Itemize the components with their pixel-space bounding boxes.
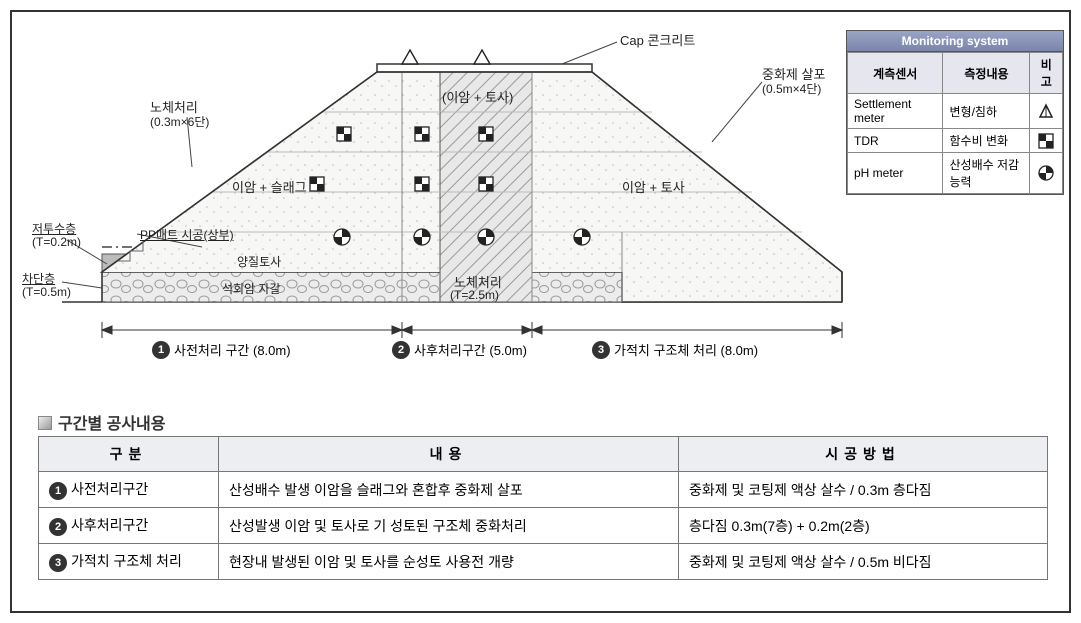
mon-row: TDR 함수비 변화 bbox=[848, 129, 1063, 153]
storage-sub: (T=0.2m) bbox=[32, 235, 81, 249]
sec-method: 중화제 및 코팅제 액상 살수 / 0.5m 비다짐 bbox=[679, 544, 1048, 580]
monitoring-grid: 계측센서 측정내용 비 고 Settlement meter 변형/침하 TDR… bbox=[847, 52, 1063, 194]
zone2-mid-sub: (T=2.5m) bbox=[450, 288, 499, 302]
mon-sym bbox=[1030, 129, 1063, 153]
sec-content: 산성발생 이암 및 토사로 기 성토된 구조체 중화처리 bbox=[219, 508, 679, 544]
dim-seg2-text: 사후처리구간 (5.0m) bbox=[414, 340, 527, 359]
sec-cat-text: 가적치 구조체 처리 bbox=[71, 553, 182, 569]
dim-seg3: 3 가적치 구조체 처리 (8.0m) bbox=[592, 340, 758, 359]
sec-cat-text: 사전처리구간 bbox=[71, 481, 148, 497]
dim-seg3-text: 가적치 구조체 처리 (8.0m) bbox=[614, 340, 758, 359]
circled-3-icon: 3 bbox=[49, 554, 67, 572]
sec-col-method: 시공방법 bbox=[679, 437, 1048, 472]
sec-col-cat: 구분 bbox=[39, 437, 219, 472]
table-row: 1사전처리구간 산성배수 발생 이암을 슬래그와 혼합후 중화제 살포 중화제 … bbox=[39, 472, 1048, 508]
zone1-fill: 이암 + 슬래그 bbox=[232, 177, 307, 196]
dim-seg1: 1 사전처리 구간 (8.0m) bbox=[152, 340, 291, 359]
sec-method: 중화제 및 코팅제 액상 살수 / 0.3m 층다짐 bbox=[679, 472, 1048, 508]
mon-col-sensor: 계측센서 bbox=[848, 53, 943, 94]
square-bullet-icon bbox=[38, 416, 52, 430]
settlement-marker bbox=[402, 50, 490, 64]
mon-sensor: Settlement meter bbox=[848, 94, 943, 129]
sec-content: 현장내 발생된 이암 및 토사를 순성토 사용전 개량 bbox=[219, 544, 679, 580]
ppmat-label: PP매트 시공(상부) bbox=[140, 226, 234, 243]
quadrant-circle-icon bbox=[1038, 165, 1054, 181]
mon-measure: 함수비 변화 bbox=[943, 129, 1030, 153]
cap-label: Cap 콘크리트 bbox=[620, 30, 695, 49]
circled-2-icon: 2 bbox=[392, 341, 410, 359]
section-title: 구간별 공사내용 bbox=[38, 410, 166, 434]
mon-sensor: pH meter bbox=[848, 153, 943, 194]
sec-method: 층다짐 0.3m(7층) + 0.2m(2층) bbox=[679, 508, 1048, 544]
figure-frame: Cap 콘크리트 중화제 살포 (0.5m×4단) 노체처리 (0.3m×6단)… bbox=[10, 10, 1071, 613]
sec-cat: 3가적치 구조체 처리 bbox=[39, 544, 219, 580]
zone3-fill: 이암 + 토사 bbox=[622, 177, 685, 196]
sec-col-content: 내용 bbox=[219, 437, 679, 472]
mon-measure: 변형/침하 bbox=[943, 94, 1030, 129]
mon-row: Settlement meter 변형/침하 bbox=[848, 94, 1063, 129]
zone2-fill-top: (이암 + 토사) bbox=[442, 87, 513, 106]
goodsoil-label: 양질토사 bbox=[237, 253, 281, 270]
mon-col-note: 비 고 bbox=[1030, 53, 1063, 94]
checker-square-icon bbox=[1038, 133, 1054, 149]
dim-seg2: 2 사후처리구간 (5.0m) bbox=[392, 340, 527, 359]
body-treat-sub: (0.3m×6단) bbox=[150, 113, 209, 130]
neutralizer-sub: (0.5m×4단) bbox=[762, 80, 821, 97]
triangle-icon bbox=[1038, 103, 1054, 119]
sec-cat: 1사전처리구간 bbox=[39, 472, 219, 508]
mon-measure: 산성배수 저감능력 bbox=[943, 153, 1030, 194]
sec-cat: 2사후처리구간 bbox=[39, 508, 219, 544]
mon-sym bbox=[1030, 94, 1063, 129]
circled-2-icon: 2 bbox=[49, 518, 67, 536]
mon-col-measure: 측정내용 bbox=[943, 53, 1030, 94]
mon-sym bbox=[1030, 153, 1063, 194]
dim-seg1-text: 사전처리 구간 (8.0m) bbox=[174, 340, 291, 359]
sec-content: 산성배수 발생 이암을 슬래그와 혼합후 중화제 살포 bbox=[219, 472, 679, 508]
circled-1-icon: 1 bbox=[49, 482, 67, 500]
mon-sensor: TDR bbox=[848, 129, 943, 153]
barrier-sub: (T=0.5m) bbox=[22, 285, 71, 299]
circled-1-icon: 1 bbox=[152, 341, 170, 359]
circled-3-icon: 3 bbox=[592, 341, 610, 359]
mon-row: pH meter 산성배수 저감능력 bbox=[848, 153, 1063, 194]
table-row: 3가적치 구조체 처리 현장내 발생된 이암 및 토사를 순성토 사용전 개량 … bbox=[39, 544, 1048, 580]
monitoring-title: Monitoring system bbox=[847, 31, 1063, 52]
section-title-text: 구간별 공사내용 bbox=[58, 416, 166, 433]
gravel-label: 석회암 자갈 bbox=[222, 280, 281, 297]
table-row: 2사후처리구간 산성발생 이암 및 토사로 기 성토된 구조체 중화처리 층다짐… bbox=[39, 508, 1048, 544]
sec-cat-text: 사후처리구간 bbox=[71, 517, 148, 533]
section-table: 구분 내용 시공방법 1사전처리구간 산성배수 발생 이암을 슬래그와 혼합후 … bbox=[38, 436, 1048, 580]
monitoring-table: Monitoring system 계측센서 측정내용 비 고 Settleme… bbox=[846, 30, 1064, 195]
